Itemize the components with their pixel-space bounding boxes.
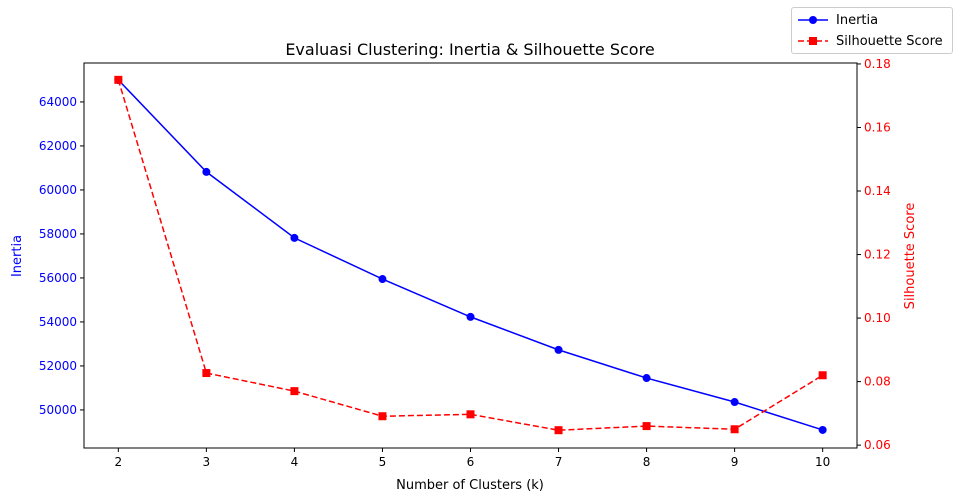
inertia-point bbox=[730, 398, 739, 407]
plot-frame bbox=[83, 62, 858, 449]
inertia-point bbox=[642, 374, 651, 383]
right-y-tick-label: 0.16 bbox=[864, 120, 891, 134]
legend-line-circle-icon bbox=[798, 16, 828, 24]
x-tick-label: 8 bbox=[643, 455, 651, 469]
left-y-tick-label: 58000 bbox=[39, 227, 77, 241]
legend-label: Silhouette Score bbox=[836, 33, 943, 49]
inertia-point bbox=[378, 275, 387, 284]
x-tick-label: 4 bbox=[291, 455, 299, 469]
x-tick-label: 6 bbox=[467, 455, 475, 469]
right-y-tick-label: 0.12 bbox=[864, 248, 891, 262]
legend: Inertia Silhouette Score bbox=[791, 7, 953, 54]
inertia-point bbox=[290, 233, 299, 242]
right-y-tick-label: 0.14 bbox=[864, 184, 891, 198]
left-y-tick-label: 56000 bbox=[39, 271, 77, 285]
x-tick-label: 7 bbox=[555, 455, 563, 469]
chart-title: Evaluasi Clustering: Inertia & Silhouett… bbox=[285, 40, 654, 59]
legend-dashed-square-icon bbox=[798, 37, 828, 45]
legend-item-silhouette: Silhouette Score bbox=[798, 32, 943, 50]
right-y-tick-label: 0.06 bbox=[864, 438, 891, 452]
inertia-point bbox=[554, 345, 563, 354]
x-tick-label: 5 bbox=[379, 455, 387, 469]
right-axis-label: Silhouette Score bbox=[903, 203, 918, 310]
left-y-tick-label: 52000 bbox=[39, 359, 77, 373]
x-axis-label: Number of Clusters (k) bbox=[396, 478, 544, 493]
silhouette-score-point bbox=[290, 387, 299, 396]
right-y-tick-label: 0.10 bbox=[864, 311, 891, 325]
right-y-tick-label: 0.08 bbox=[864, 375, 891, 389]
left-y-tick-label: 50000 bbox=[39, 403, 77, 417]
left-y-tick-label: 60000 bbox=[39, 183, 77, 197]
left-axis-label: Inertia bbox=[10, 235, 25, 277]
x-tick-label: 10 bbox=[815, 455, 830, 469]
inertia-line bbox=[117, 79, 823, 431]
silhouette-score-point bbox=[202, 369, 211, 378]
silhouette-score-point bbox=[378, 412, 387, 421]
silhouette-score-line bbox=[117, 79, 824, 431]
x-tick-label: 9 bbox=[731, 455, 739, 469]
silhouette-score-point bbox=[466, 410, 475, 419]
inertia-point bbox=[818, 425, 827, 434]
silhouette-score-point bbox=[730, 425, 739, 434]
legend-item-inertia: Inertia bbox=[798, 11, 878, 29]
left-y-tick-label: 62000 bbox=[39, 139, 77, 153]
inertia-point bbox=[202, 167, 211, 176]
x-tick-label: 2 bbox=[115, 455, 123, 469]
inertia-point bbox=[466, 312, 475, 321]
silhouette-score-point bbox=[642, 422, 651, 431]
legend-label: Inertia bbox=[836, 12, 879, 28]
silhouette-score-point bbox=[818, 371, 827, 380]
left-y-tick-label: 64000 bbox=[39, 95, 77, 109]
silhouette-score-point bbox=[114, 75, 123, 84]
x-tick-label: 3 bbox=[203, 455, 211, 469]
silhouette-score-point bbox=[554, 426, 563, 435]
left-y-tick-label: 54000 bbox=[39, 315, 77, 329]
right-y-tick-label: 0.18 bbox=[864, 57, 891, 71]
